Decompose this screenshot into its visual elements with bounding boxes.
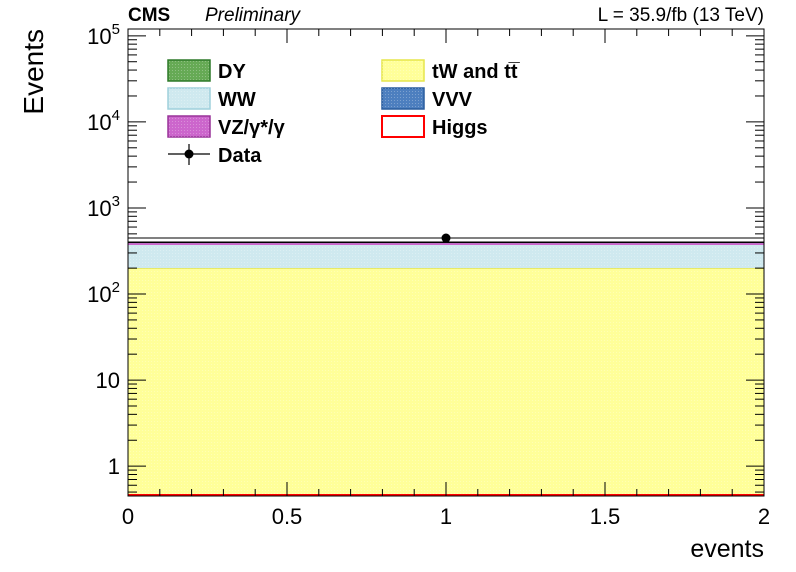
data-overlay [128,233,764,245]
experiment-label: CMS [128,5,170,26]
y-tick-label-5: 105 [87,21,120,49]
y-tick-exponent: 3 [112,193,120,210]
x-tick-label-0: 0 [122,504,134,529]
legend-swatch-5 [381,115,425,138]
x-axis-title: events [690,535,764,563]
x-tick-label-4: 2 [758,504,770,529]
y-tick-base: 10 [87,24,111,49]
y-tick-exponent: 5 [112,21,120,38]
legend-label-4: VZ/γ*/γ [218,117,286,139]
y-tick-label-4: 104 [87,107,120,135]
y-tick-base: 10 [87,110,111,135]
x-tick-label-1: 0.5 [272,504,303,529]
legend-marker-dot [184,149,194,159]
y-tick-label-1: 10 [96,368,120,393]
x-tick-label-3: 1.5 [590,504,621,529]
legend-swatch-texture-3 [382,88,424,109]
y-tick-base: 10 [87,282,111,307]
y-tick-base: 10 [87,196,111,221]
bar-texture-2 [128,243,764,269]
legend-swatch-texture-0 [168,60,210,81]
legend-label-3: VVV [432,89,473,111]
y-tick-label-3: 103 [87,193,120,221]
legend-label-5: Higgs [432,117,488,139]
bar-texture-1 [128,268,764,496]
legend-label-2: WW [218,89,256,111]
y-axis-title: Events [18,29,49,115]
legend-swatch-texture-4 [168,116,210,137]
legend-label-0: DY [218,61,246,83]
y-tick-label-0: 1 [108,454,120,479]
y-tick-base: 1 [108,454,120,479]
legend-swatch-texture-1 [382,60,424,81]
legend: DY tW and tt̅ WW VVV VZ/γ*/γ Higgs Data [167,59,520,167]
legend-swatch-texture-2 [168,88,210,109]
x-axis: 0 0.5 1 1.5 2 [122,29,770,529]
y-tick-label-2: 102 [87,279,120,307]
data-point [441,233,451,243]
stack-bars [128,241,764,496]
y-tick-exponent: 4 [112,107,120,124]
legend-label-6: Data [218,145,262,167]
y-tick-exponent: 2 [112,279,120,296]
y-tick-base: 10 [96,368,120,393]
x-tick-label-2: 1 [440,504,452,529]
legend-label-1: tW and tt̅ [432,61,520,83]
status-label: Preliminary [205,5,302,26]
lumi-label: L = 35.9/fb (13 TeV) [598,5,764,26]
